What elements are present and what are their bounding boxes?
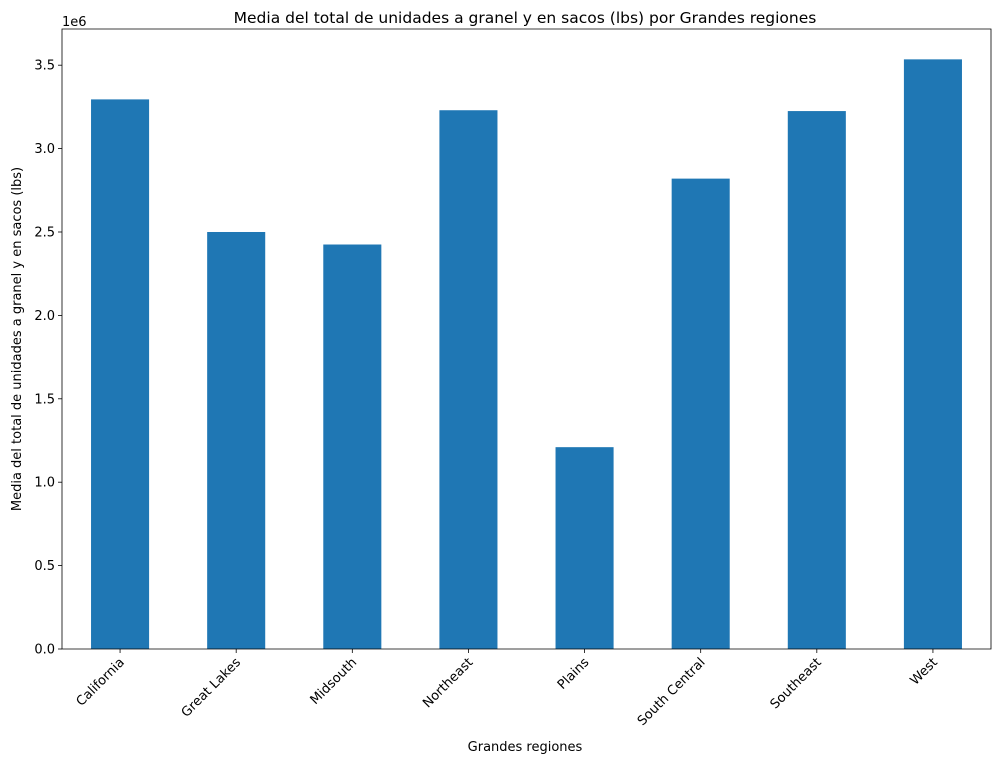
x-tick-label: West: [908, 655, 941, 688]
x-tick-label: Northeast: [420, 655, 476, 711]
bar-west: [903, 59, 962, 650]
y-tick-label: 0.5: [34, 559, 55, 574]
bar-south-central: [671, 178, 730, 649]
bar-midsouth: [323, 244, 382, 649]
y-axis-ticks: 0.0 0.5 1.0 1.5 2.0 2.5 3.0 3.5: [34, 59, 62, 658]
y-tick-label: 2.0: [34, 309, 55, 324]
y-tick-label: 0.0: [34, 643, 55, 658]
x-tick-label: Great Lakes: [179, 655, 244, 720]
y-offset-label: 1e6: [62, 15, 87, 30]
x-tick-label: Plains: [555, 655, 593, 693]
bar-great-lakes: [207, 231, 266, 649]
bars-group: [91, 59, 962, 650]
x-tick-label: Southeast: [768, 655, 825, 712]
y-axis-label: Media del total de unidades a granel y e…: [10, 167, 25, 511]
x-tick-label: California: [74, 655, 128, 709]
x-tick-label: South Central: [635, 655, 709, 729]
bar-plains: [555, 447, 614, 649]
bar-northeast: [439, 110, 498, 649]
bar-california: [91, 99, 150, 650]
plot-frame: [61, 28, 992, 650]
bar-southeast: [787, 111, 846, 650]
x-axis-label: Grandes regiones: [468, 740, 583, 755]
x-tick-label: Midsouth: [308, 655, 361, 708]
y-tick-label: 2.5: [34, 225, 55, 240]
y-tick-label: 1.5: [34, 392, 55, 407]
x-axis-ticks: California Great Lakes Midsouth Northeast Pl…: [74, 649, 941, 729]
y-tick-label: 1.0: [34, 476, 55, 491]
y-tick-label: 3.5: [34, 59, 55, 74]
y-tick-label: 3.0: [34, 142, 55, 157]
chart-title: Media del total de unidades a granel y e…: [234, 9, 817, 27]
